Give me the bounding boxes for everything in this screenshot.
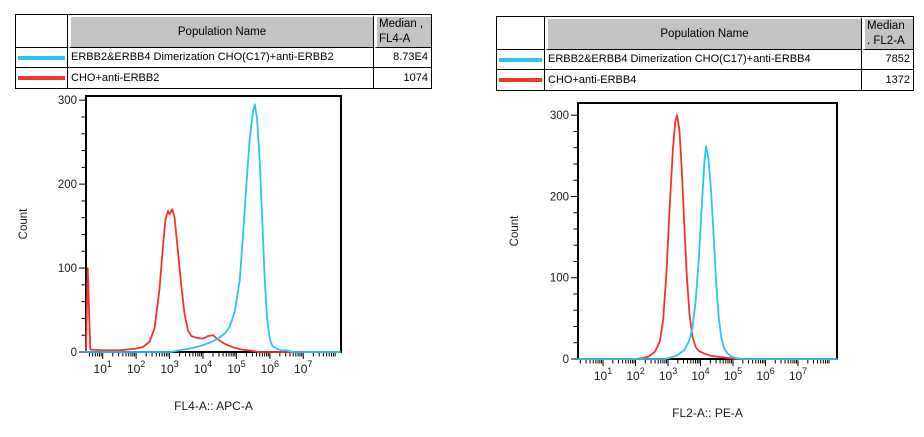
legend-header-population-label: Population Name: [660, 27, 749, 40]
legend-header-median-line2: FL4-A: [379, 33, 411, 45]
legend-header-swatch-cell: [497, 17, 545, 50]
y-tick-label: 100: [550, 273, 569, 285]
population-name: ERBB2&ERBB4 Dimerization CHO(C17)+anti-E…: [545, 50, 862, 70]
plot-frame: [85, 95, 342, 353]
population-name: CHO+anti-ERBB2: [68, 68, 374, 88]
series-color-swatch: [498, 78, 543, 82]
series-color-swatch: [18, 76, 65, 80]
y-tick-label: 100: [58, 263, 77, 275]
legend-header-population-label: Population Name: [177, 25, 267, 38]
legend-header-population: Population Name: [545, 17, 862, 50]
series-color-swatch: [18, 55, 65, 60]
median-value: 8.73E4: [374, 48, 431, 68]
population-name: ERBB2&ERBB4 Dimerization CHO(C17)+anti-E…: [68, 48, 374, 68]
legend-row-swatch: [497, 50, 545, 70]
histogram-curve: [85, 208, 341, 353]
legend-header-median: Median , FL4-A: [374, 15, 431, 48]
axis-ticks: [79, 99, 336, 359]
x-tick-label: 105: [724, 366, 742, 383]
legend-row-swatch: [16, 48, 68, 68]
plot-frame: [577, 102, 838, 360]
x-tick-label: 106: [756, 366, 774, 383]
y-tick-label: 0: [71, 347, 77, 359]
histogram-curve: [85, 103, 341, 353]
axis-tick-labels: 0 100 200 300 101 102 103 104 105 106 107: [550, 110, 807, 383]
x-tick-label: 104: [691, 366, 709, 383]
y-tick-label: 300: [550, 110, 569, 122]
y-tick-label: 0: [563, 354, 569, 366]
legend-header-median-line2: . FL2-A: [867, 35, 905, 47]
x-tick-label: 102: [626, 366, 644, 383]
histogram-curve: [577, 114, 838, 360]
legend-table-right: Population Name Median . FL2-A ERBB2&ERB…: [496, 16, 914, 91]
y-axis-title: Count: [509, 215, 521, 246]
legend-header-median-line1: Median ,: [379, 18, 424, 30]
axis-ticks: [571, 114, 830, 366]
legend-header-median: Median . FL2-A: [862, 17, 913, 50]
median-value: 7852: [862, 50, 913, 70]
series-color-swatch: [498, 57, 543, 62]
histogram-curve: [577, 145, 838, 360]
legend-header-swatch-cell: [16, 15, 68, 48]
legend-row-swatch: [16, 68, 68, 88]
y-tick-label: 200: [550, 191, 569, 203]
median-value: 1074: [403, 71, 428, 84]
x-axis-title: FL2-A:: PE-A: [672, 406, 743, 420]
x-tick-label: 103: [659, 366, 677, 383]
y-tick-label: 300: [58, 95, 77, 107]
x-tick-label: 107: [789, 366, 807, 383]
y-tick-label: 200: [58, 179, 77, 191]
population-name: CHO+anti-ERBB4: [545, 70, 862, 90]
x-axis-title: FL4-A:: APC-A: [174, 399, 253, 413]
legend-row-swatch: [497, 70, 545, 90]
x-tick-label: 101: [594, 366, 612, 383]
legend-table-left: Population Name Median , FL4-A ERBB2&ERB…: [15, 14, 432, 89]
legend-header-population: Population Name: [68, 15, 374, 48]
legend-header-median-line1: Median: [867, 20, 905, 32]
y-axis-title: Count: [18, 208, 30, 239]
median-value: 1372: [885, 73, 910, 86]
